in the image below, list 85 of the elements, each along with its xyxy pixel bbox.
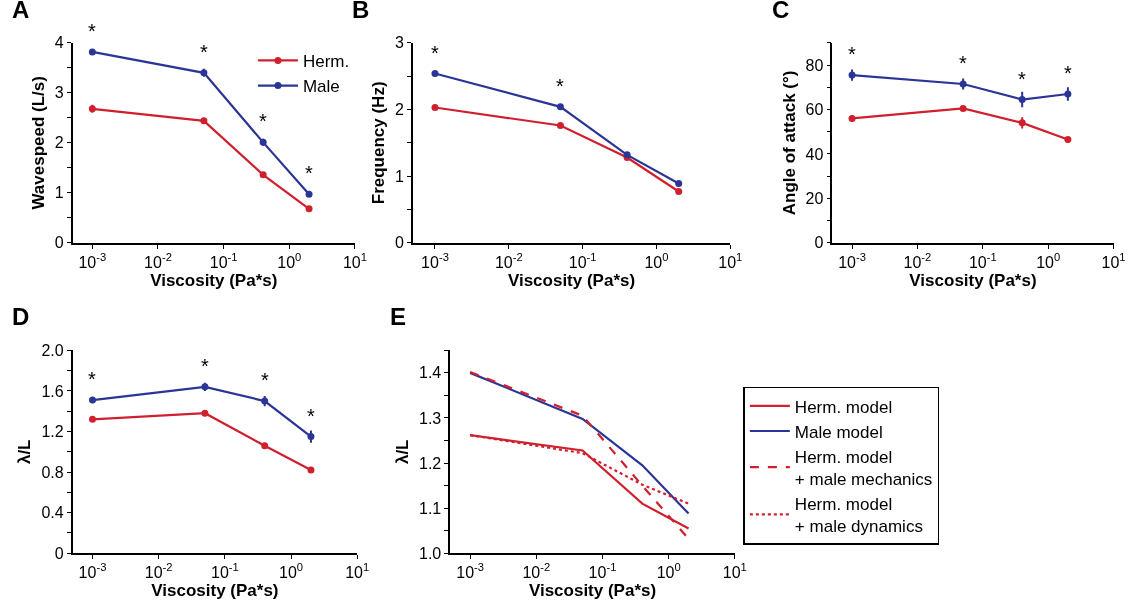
x-tick-label: 10$^{-1}$ bbox=[588, 561, 617, 582]
y-tick-label: 40 bbox=[805, 145, 824, 163]
y-tick-label: 80 bbox=[805, 56, 824, 74]
chart-title: E bbox=[390, 303, 407, 330]
y-tick-label: 1.1 bbox=[419, 499, 442, 517]
y-tick-label: 4 bbox=[54, 34, 64, 52]
x-tick-label: 10$^{0}$ bbox=[1036, 251, 1061, 271]
legend-label: Herm. model bbox=[794, 397, 893, 417]
y-tick-label: 20 bbox=[805, 189, 824, 207]
y-tick-label: 1 bbox=[54, 184, 64, 202]
y-axis-title: Wavespeed (L/s) bbox=[28, 76, 48, 210]
x-axis-title: Viscosity (Pa*s) bbox=[151, 581, 279, 601]
y-tick-label: 1.2 bbox=[419, 454, 442, 472]
x-tick-label: 10$^{-3}$ bbox=[78, 561, 107, 582]
x-tick-label: 10$^{-2}$ bbox=[144, 251, 172, 271]
annotation: * bbox=[88, 368, 96, 390]
y-tick-label: 2 bbox=[394, 101, 404, 119]
y-tick-label: 1.2 bbox=[41, 423, 64, 441]
annotation: * bbox=[431, 42, 439, 64]
x-tick-label: 10$^{0}$ bbox=[277, 251, 302, 271]
chart-title: D bbox=[12, 303, 30, 330]
y-tick-label: 2 bbox=[54, 134, 64, 152]
x-tick-label: 10$^{-3}$ bbox=[838, 251, 866, 271]
x-tick-label: 10$^{-1}$ bbox=[568, 251, 597, 271]
y-tick-label: 1.4 bbox=[419, 364, 442, 382]
x-tick-label: 10$^{1}$ bbox=[342, 251, 367, 271]
x-tick-label: 10$^{-2}$ bbox=[494, 251, 523, 271]
x-tick-label: 10$^{1}$ bbox=[722, 561, 747, 582]
x-tick-label: 10$^{-2}$ bbox=[522, 561, 551, 582]
annotation: * bbox=[259, 110, 267, 132]
y-tick-label: 0 bbox=[54, 234, 64, 252]
legend-label: Herm. model + male mechanics bbox=[794, 447, 933, 489]
x-tick-label: 10$^{-1}$ bbox=[210, 561, 239, 582]
y-tick-label: 2.0 bbox=[41, 341, 64, 359]
y-axis-title: Angle of attack (°) bbox=[779, 70, 799, 216]
x-tick-label: 10$^{-2}$ bbox=[144, 561, 173, 582]
x-tick-label: 10$^{-2}$ bbox=[903, 251, 932, 271]
x-tick-label: 10$^{-3}$ bbox=[456, 561, 484, 582]
y-tick-label: 60 bbox=[805, 101, 824, 119]
y-tick-label: 0.4 bbox=[41, 504, 64, 522]
legend-label: Male bbox=[302, 77, 340, 97]
x-axis-title: Viscosity (Pa*s) bbox=[528, 581, 657, 601]
x-axis-title: Viscosity (Pa*s) bbox=[150, 270, 278, 290]
y-tick-label: 1.6 bbox=[41, 382, 64, 400]
annotation: * bbox=[261, 369, 269, 391]
chart-title: A bbox=[12, 0, 30, 23]
x-tick-label: 10$^{-3}$ bbox=[78, 251, 107, 271]
annotation: * bbox=[88, 20, 96, 42]
annotation: * bbox=[959, 52, 967, 74]
y-axis-title: λ/L bbox=[393, 439, 413, 465]
legend-label: Herm. bbox=[302, 52, 350, 72]
annotation: * bbox=[1064, 62, 1072, 84]
y-tick-label: 1.3 bbox=[419, 409, 442, 427]
y-tick-label: 0 bbox=[394, 234, 404, 252]
annotation: * bbox=[305, 162, 313, 184]
x-tick-label: 10$^{0}$ bbox=[656, 561, 681, 582]
chart-title: C bbox=[772, 0, 790, 23]
x-axis-title: Viscosity (Pa*s) bbox=[909, 270, 1037, 290]
y-tick-label: 0 bbox=[814, 234, 824, 252]
x-axis-title: Viscosity (Pa*s) bbox=[507, 270, 636, 290]
x-tick-label: 10$^{1}$ bbox=[345, 561, 370, 582]
y-axis-title: Frequency (Hz) bbox=[368, 81, 388, 205]
annotation: * bbox=[848, 43, 856, 65]
y-tick-label: 0.8 bbox=[41, 463, 64, 481]
x-tick-label: 10$^{-1}$ bbox=[968, 251, 997, 271]
x-tick-label: 10$^{1}$ bbox=[1101, 251, 1126, 271]
y-axis-title: λ/L bbox=[15, 439, 35, 465]
annotation: * bbox=[201, 355, 209, 377]
x-tick-label: 10$^{-1}$ bbox=[209, 251, 238, 271]
y-tick-label: 0 bbox=[54, 544, 64, 562]
chart-title: B bbox=[352, 0, 370, 23]
annotation: * bbox=[556, 75, 564, 97]
legend-label: Herm. model + male dynamics bbox=[794, 494, 923, 537]
y-tick-label: 3 bbox=[394, 34, 404, 52]
annotation: * bbox=[200, 41, 208, 63]
y-tick-label: 1.0 bbox=[419, 544, 442, 562]
annotation: * bbox=[307, 405, 315, 427]
x-tick-label: 10$^{1}$ bbox=[718, 251, 743, 271]
y-tick-label: 1 bbox=[394, 167, 404, 185]
x-tick-label: 10$^{-3}$ bbox=[421, 251, 449, 271]
annotation: * bbox=[1018, 68, 1026, 90]
legend-label: Male model bbox=[794, 422, 883, 442]
x-tick-label: 10$^{0}$ bbox=[644, 251, 669, 271]
x-tick-label: 10$^{0}$ bbox=[279, 561, 304, 582]
y-tick-label: 3 bbox=[54, 84, 64, 102]
